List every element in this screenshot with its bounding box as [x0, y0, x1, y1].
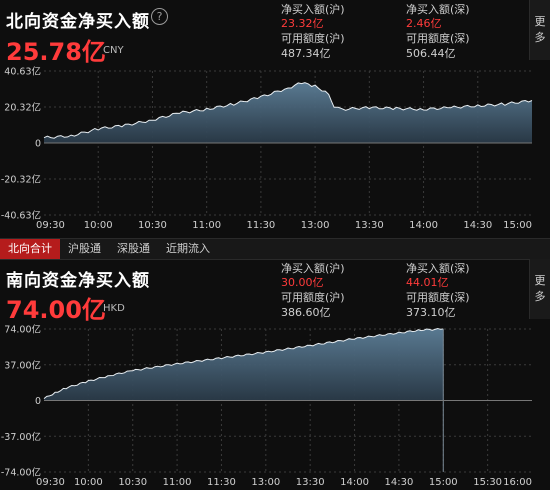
- north-currency: CNY: [103, 45, 124, 56]
- x-tick-label: 09:30: [36, 220, 65, 231]
- x-tick-label: 13:00: [251, 477, 280, 488]
- y-tick-label: 0: [35, 396, 41, 407]
- x-tick-label: 10:00: [84, 220, 113, 231]
- tab-bar: 北向合计 沪股通 深股通 近期流入: [0, 238, 550, 260]
- x-tick-label: 16:00: [503, 477, 532, 488]
- north-title: 北向资金净买入额: [6, 12, 150, 32]
- x-tick-label: 15:30: [473, 477, 502, 488]
- south-more-label: 更多: [534, 274, 546, 303]
- area-fill: [44, 82, 532, 143]
- south-net-value: 74.00亿: [6, 296, 106, 324]
- y-tick-label: 40.63亿: [4, 66, 41, 78]
- x-tick-label: 14:30: [463, 220, 492, 231]
- south-net-sz-value: 44.01亿: [406, 276, 449, 289]
- x-tick-label: 11:30: [246, 220, 275, 231]
- y-tick-label: 74.00亿: [4, 324, 41, 336]
- help-icon[interactable]: ?: [151, 8, 168, 25]
- series-line: [43, 82, 533, 139]
- x-tick-label: 11:30: [207, 477, 236, 488]
- y-tick-label: 20.32亿: [4, 102, 41, 114]
- series-line: [43, 327, 444, 399]
- tab-sh-connect[interactable]: 沪股通: [68, 242, 101, 255]
- south-currency: HKD: [103, 303, 125, 314]
- y-tick-label: -74.00亿: [1, 467, 41, 479]
- y-tick-label: 0: [35, 139, 41, 150]
- south-avail-sz-label: 可用额度(深): [406, 291, 470, 304]
- south-net-sh-label: 净买入额(沪): [281, 262, 345, 275]
- area-fill: [44, 328, 444, 401]
- y-tick-label: -20.32亿: [1, 174, 41, 186]
- x-tick-label: 13:00: [301, 220, 330, 231]
- tab-north-total[interactable]: 北向合计: [0, 239, 60, 259]
- south-more-button[interactable]: 更多: [529, 259, 550, 319]
- south-avail-sz-value: 373.10亿: [406, 306, 456, 319]
- south-title: 南向资金净买入额: [6, 271, 150, 291]
- north-net-sh-value: 23.32亿: [281, 17, 324, 30]
- south-avail-sh-label: 可用额度(沪): [281, 291, 345, 304]
- x-tick-label: 15:00: [503, 220, 532, 231]
- x-tick-label: 11:00: [163, 477, 192, 488]
- north-avail-sh-value: 487.34亿: [281, 47, 331, 60]
- y-tick-label: -37.00亿: [1, 431, 41, 443]
- north-net-sz-label: 净买入额(深): [406, 3, 470, 16]
- x-tick-label: 10:00: [74, 477, 103, 488]
- south-net-sh-value: 30.00亿: [281, 276, 324, 289]
- x-tick-label: 14:00: [340, 477, 369, 488]
- x-tick-label: 14:00: [409, 220, 438, 231]
- x-tick-label: 13:30: [355, 220, 384, 231]
- north-more-button[interactable]: 更多: [529, 0, 550, 60]
- x-tick-label: 09:30: [36, 477, 65, 488]
- north-avail-sz-value: 506.44亿: [406, 47, 456, 60]
- tab-recent-inflow[interactable]: 近期流入: [166, 242, 210, 255]
- north-net-sz-value: 2.46亿: [406, 17, 442, 30]
- tab-sz-connect[interactable]: 深股通: [117, 242, 150, 255]
- north-avail-sh-label: 可用额度(沪): [281, 32, 345, 45]
- north-net-sh-label: 净买入额(沪): [281, 3, 345, 16]
- x-tick-label: 13:30: [296, 477, 325, 488]
- north-more-label: 更多: [534, 15, 546, 44]
- north-avail-sz-label: 可用额度(深): [406, 32, 470, 45]
- x-tick-label: 15:00: [429, 477, 458, 488]
- north-net-value: 25.78亿: [6, 38, 106, 66]
- x-tick-label: 11:00: [192, 220, 221, 231]
- south-net-sz-label: 净买入额(深): [406, 262, 470, 275]
- y-tick-label: -40.63亿: [1, 210, 41, 222]
- x-tick-label: 10:30: [118, 477, 147, 488]
- south-avail-sh-value: 386.60亿: [281, 306, 331, 319]
- x-tick-label: 10:30: [138, 220, 167, 231]
- y-tick-label: 37.00亿: [4, 359, 41, 371]
- x-tick-label: 14:30: [384, 477, 413, 488]
